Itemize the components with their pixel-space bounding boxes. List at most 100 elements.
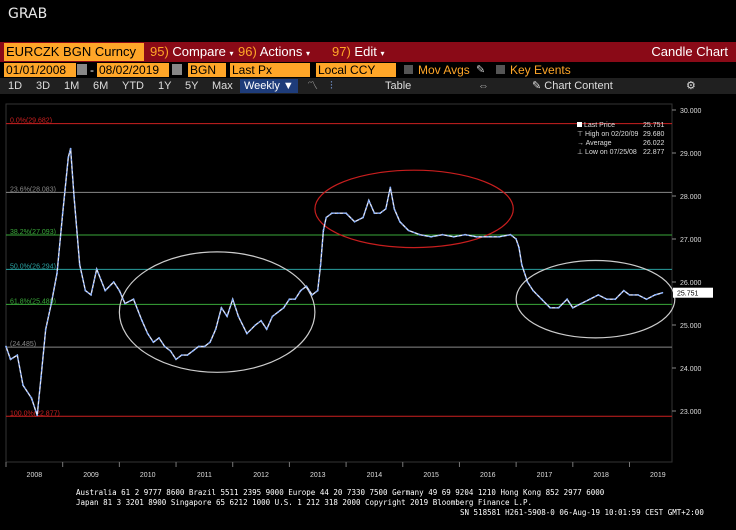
price-point	[661, 291, 664, 294]
price-point	[518, 246, 520, 249]
price-chart: 23.000 24.000 25.000 26.000 27.000 28.000 29.0…	[0, 94, 736, 484]
frequency-selector[interactable]: Weekly ▼	[240, 79, 298, 93]
price-point	[95, 268, 98, 270]
price-point	[571, 306, 574, 309]
expand-icon[interactable]: ⇔	[478, 80, 489, 92]
period-1m[interactable]: 1M	[64, 80, 80, 92]
price-point	[515, 238, 518, 240]
period-6m[interactable]: 6M	[93, 80, 109, 92]
currency-selector[interactable]: Local CCY	[316, 63, 396, 77]
price-point	[30, 397, 33, 399]
price-point	[379, 212, 381, 215]
price-point	[345, 212, 347, 215]
price-point	[389, 186, 392, 189]
price-point	[118, 289, 121, 292]
period-5y[interactable]: 5Y	[185, 80, 199, 92]
line-chart-icon[interactable]: 〽	[307, 80, 318, 92]
chart-content-button[interactable]: ✎ Chart Content	[532, 80, 613, 92]
price-point	[645, 298, 648, 301]
x-tick-label: 2011	[197, 472, 212, 479]
period-1d[interactable]: 1D	[8, 80, 23, 92]
compare-number: 95)	[150, 44, 169, 59]
price-point	[322, 229, 325, 232]
fib-level-label: 61.8%(25.480)	[10, 298, 56, 305]
x-tick-label: 2019	[650, 472, 666, 479]
price-point	[245, 332, 248, 335]
price-point	[614, 298, 617, 301]
start-date-field[interactable]: 01/01/2008	[4, 63, 76, 77]
price-point	[73, 195, 75, 197]
settings-bar: 01/01/2008 - 08/02/2019 BGN Last Px Loca…	[0, 62, 736, 78]
gear-icon[interactable]: ⚙	[686, 80, 696, 92]
period-ytd[interactable]: YTD	[122, 80, 144, 92]
price-point	[209, 341, 211, 344]
price-point	[175, 358, 177, 361]
actions-menu[interactable]: 96) Actions ▾	[238, 43, 310, 63]
price-point	[90, 294, 92, 296]
price-point	[141, 319, 143, 322]
price-point	[637, 294, 639, 296]
x-tick-label: 2015	[423, 472, 439, 479]
price-point	[169, 349, 172, 352]
legend-last-price-value: 25.751	[643, 122, 665, 129]
price-point	[282, 306, 285, 309]
fib-level-label: 100.0%(22.877)	[10, 410, 60, 417]
fib-level-label: 23.6%(28.083)	[10, 186, 56, 193]
legend-last-price-label: Last Price	[583, 122, 616, 129]
calendar-icon[interactable]	[172, 64, 182, 75]
fib-level-label: 38.2%(27.093)	[10, 229, 56, 236]
price-point	[5, 345, 7, 348]
price-point	[132, 298, 135, 301]
chart-background	[0, 94, 736, 484]
field-selector[interactable]: Last Px	[230, 63, 310, 77]
price-point	[557, 306, 560, 309]
price-point	[520, 263, 523, 266]
calendar-icon[interactable]	[77, 64, 87, 75]
annotation-ellipse	[118, 251, 316, 373]
window-title-bar: GRAB	[0, 0, 736, 40]
period-max[interactable]: Max	[212, 80, 233, 92]
fib-level-label: (24.485)	[10, 341, 36, 348]
legend-low-label: Low on 07/25/08	[585, 149, 637, 156]
price-point	[588, 298, 591, 301]
price-point	[271, 315, 274, 318]
price-point	[336, 212, 339, 215]
period-1y[interactable]: 1Y	[158, 80, 172, 92]
table-button[interactable]: Table	[385, 80, 412, 92]
source-field[interactable]: BGN	[188, 63, 226, 77]
price-point	[367, 199, 370, 202]
plot-frame	[5, 103, 673, 463]
pencil-icon[interactable]: ✎	[476, 64, 486, 76]
period-3d[interactable]: 3D	[36, 80, 51, 92]
price-point	[180, 354, 183, 356]
legend-high-value: 29.680	[643, 131, 665, 138]
mov-avgs-checkbox[interactable]	[404, 65, 413, 74]
legend-last-price-row: Last Price 25.751	[577, 121, 672, 130]
price-point	[254, 324, 257, 326]
legend-average-row: → Average 26.022	[577, 140, 665, 147]
edit-menu[interactable]: 97) Edit ▾	[332, 43, 384, 63]
price-point	[214, 328, 217, 331]
price-point	[294, 298, 296, 301]
price-point	[654, 294, 656, 296]
price-point	[464, 233, 467, 236]
chevron-down-icon: ▾	[305, 49, 310, 58]
chart-type-label[interactable]: Candle Chart	[651, 44, 728, 59]
end-date-field[interactable]: 08/02/2019	[97, 63, 169, 77]
price-point	[441, 233, 444, 236]
key-events-label: Key Events	[510, 63, 571, 77]
price-point	[353, 220, 356, 223]
chart-toolbar: EURCZK BGN Curncy 95) Compare ▾ 96) Acti…	[0, 42, 736, 62]
x-tick-label: 2008	[27, 472, 43, 479]
price-point	[566, 298, 569, 301]
price-point	[311, 294, 313, 296]
compare-menu[interactable]: 95) Compare ▾	[150, 43, 234, 63]
key-events-checkbox[interactable]	[496, 65, 505, 74]
price-point	[628, 294, 631, 296]
y-tick-label: 24.000	[680, 366, 702, 373]
price-point	[56, 272, 58, 275]
x-tick-label: 2010	[140, 472, 156, 479]
ticker-field[interactable]: EURCZK BGN Curncy	[4, 43, 144, 61]
price-point	[399, 220, 401, 223]
bar-style-icon[interactable]: ⫶	[330, 80, 333, 92]
